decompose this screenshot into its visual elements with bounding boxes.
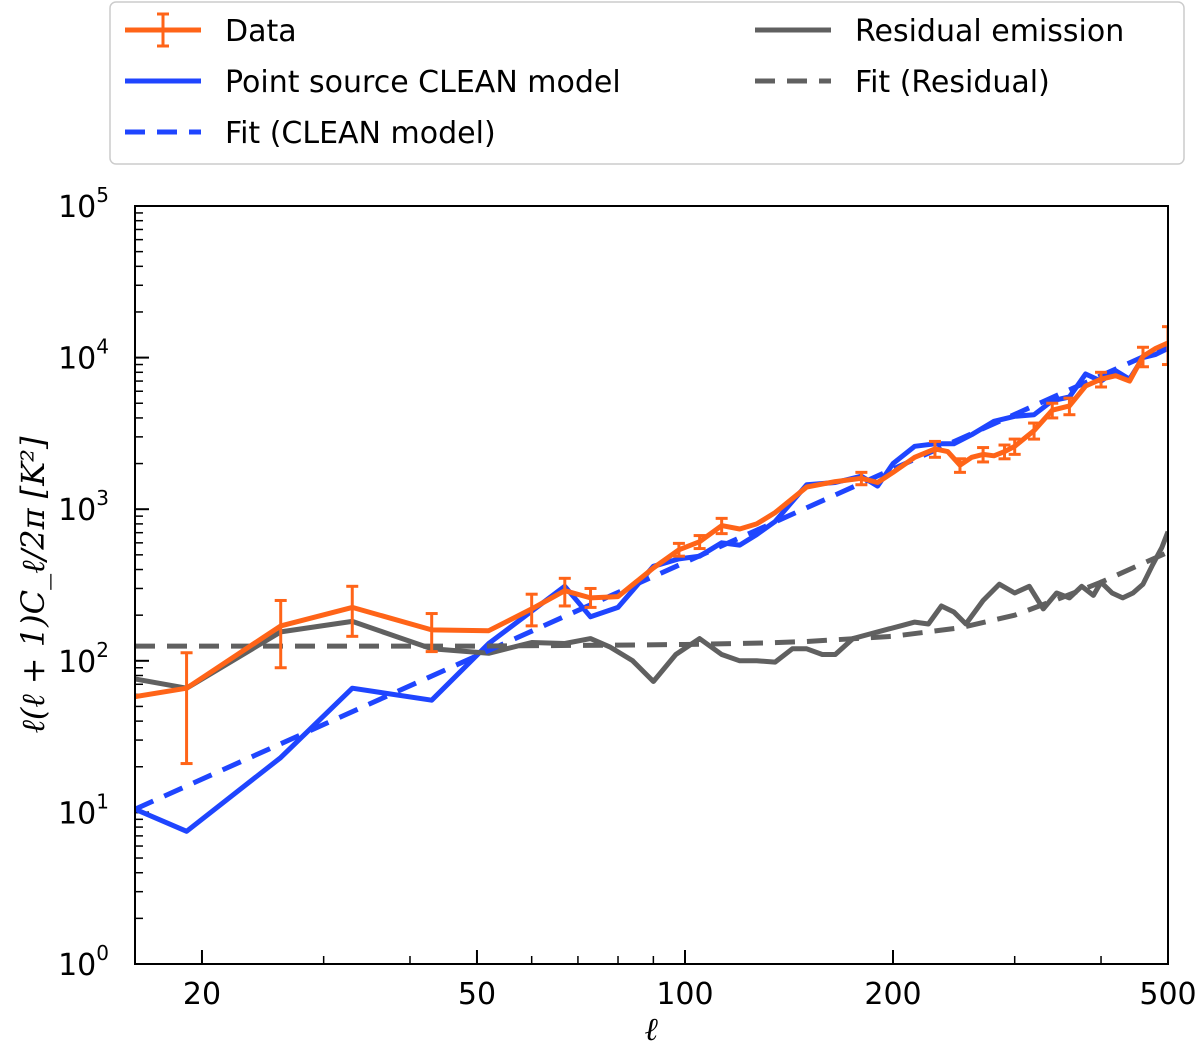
legend-label: Data — [225, 14, 297, 49]
x-tick-label: 100 — [656, 977, 713, 1012]
y-tick-label: 100 — [58, 941, 109, 983]
legend: Data Point source CLEAN model Fit (CLEAN m… — [125, 12, 1124, 151]
x-axis-label: ℓ — [644, 1010, 658, 1048]
plot-area — [135, 325, 1168, 834]
legend-label: Point source CLEAN model — [225, 65, 621, 100]
x-tick-label: 500 — [1139, 977, 1196, 1012]
legend-item: Fit (CLEAN model) — [125, 116, 496, 151]
axis-ticks — [135, 205, 1169, 965]
legend-box — [109, 1, 1185, 165]
legend-label: Fit (CLEAN model) — [225, 116, 496, 151]
series-fit-residual — [135, 550, 1168, 649]
y-tick-label: 105 — [58, 183, 109, 225]
tick-labels: 20 50 100 200 500 100 101 102 103 104 105 — [58, 183, 1197, 1012]
legend-item: Residual emission — [755, 14, 1124, 49]
y-tick-label: 104 — [58, 335, 109, 377]
legend-label: Residual emission — [855, 14, 1124, 49]
y-axis-label: ℓ(ℓ + 1)C_ℓ/2π [K²] — [14, 436, 52, 734]
legend-item: Fit (Residual) — [755, 65, 1050, 100]
y-tick-label: 103 — [58, 486, 109, 528]
legend-item: Data — [125, 12, 297, 49]
x-tick-label: 50 — [458, 977, 496, 1012]
legend-item: Point source CLEAN model — [125, 65, 621, 100]
x-tick-label: 200 — [864, 977, 921, 1012]
legend-label: Fit (Residual) — [855, 65, 1050, 100]
y-tick-label: 102 — [58, 638, 109, 680]
series-fit-clean-model — [135, 343, 1168, 812]
plot-frame — [134, 205, 1169, 965]
x-tick-label: 20 — [183, 977, 221, 1012]
series-residual-emission — [135, 530, 1168, 691]
y-tick-label: 101 — [58, 789, 109, 831]
